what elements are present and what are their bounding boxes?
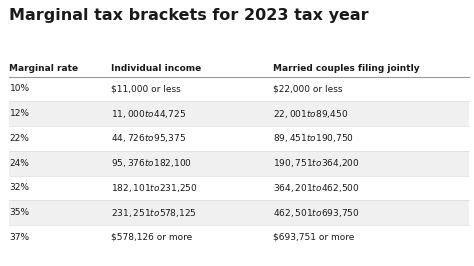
- Text: $22,000 or less: $22,000 or less: [273, 85, 342, 93]
- Text: 37%: 37%: [9, 233, 29, 242]
- Text: Married couples filing jointly: Married couples filing jointly: [273, 64, 419, 73]
- Text: 35%: 35%: [9, 208, 29, 217]
- Text: $462,501 to $693,750: $462,501 to $693,750: [273, 207, 359, 219]
- Text: 32%: 32%: [9, 184, 29, 192]
- Text: Individual income: Individual income: [111, 64, 201, 73]
- Text: $693,751 or more: $693,751 or more: [273, 233, 354, 242]
- Text: 10%: 10%: [9, 85, 29, 93]
- Text: $231,251 to $578,125: $231,251 to $578,125: [111, 207, 197, 219]
- Text: $578,126 or more: $578,126 or more: [111, 233, 192, 242]
- Text: $190,751 to $364,200: $190,751 to $364,200: [273, 157, 359, 169]
- Text: Marginal tax brackets for 2023 tax year: Marginal tax brackets for 2023 tax year: [9, 8, 369, 23]
- Text: $22,001 to $89,450: $22,001 to $89,450: [273, 108, 348, 120]
- Text: 12%: 12%: [9, 109, 29, 118]
- Text: $364,201 to $462,500: $364,201 to $462,500: [273, 182, 359, 194]
- Text: $11,000 or less: $11,000 or less: [111, 85, 181, 93]
- Text: $11,000 to $44,725: $11,000 to $44,725: [111, 108, 186, 120]
- Text: $44,726 to $95,375: $44,726 to $95,375: [111, 132, 186, 144]
- Text: $95,376 to $182,100: $95,376 to $182,100: [111, 157, 192, 169]
- Text: Marginal rate: Marginal rate: [9, 64, 79, 73]
- Text: 24%: 24%: [9, 159, 29, 168]
- Text: $182,101 to $231,250: $182,101 to $231,250: [111, 182, 198, 194]
- Text: $89,451 to $190,750: $89,451 to $190,750: [273, 132, 354, 144]
- Text: 22%: 22%: [9, 134, 29, 143]
